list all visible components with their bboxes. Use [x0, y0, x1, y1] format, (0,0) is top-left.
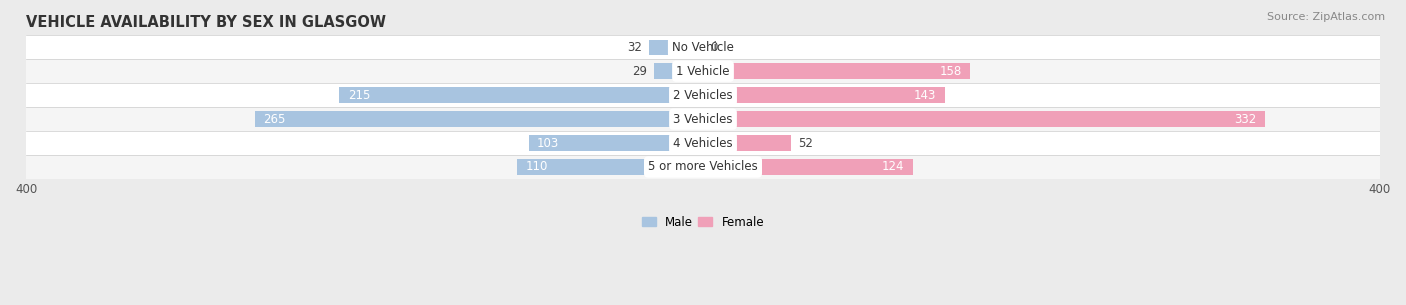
Bar: [27, 131, 1379, 155]
Bar: [254, 111, 703, 127]
Bar: [703, 135, 792, 151]
Bar: [648, 40, 703, 55]
Bar: [703, 111, 1265, 127]
Text: 3 Vehicles: 3 Vehicles: [673, 113, 733, 126]
Bar: [654, 63, 703, 79]
Text: 110: 110: [526, 160, 548, 174]
Text: 2 Vehicles: 2 Vehicles: [673, 89, 733, 102]
Bar: [27, 59, 1379, 83]
Text: 215: 215: [347, 89, 370, 102]
Text: 29: 29: [633, 65, 647, 78]
Bar: [339, 88, 703, 103]
Text: 32: 32: [627, 41, 643, 54]
Bar: [529, 135, 703, 151]
Bar: [27, 155, 1379, 179]
Text: 5 or more Vehicles: 5 or more Vehicles: [648, 160, 758, 174]
Bar: [703, 88, 945, 103]
Text: 158: 158: [939, 65, 962, 78]
Text: 103: 103: [537, 137, 560, 149]
Text: 1 Vehicle: 1 Vehicle: [676, 65, 730, 78]
Text: 143: 143: [914, 89, 936, 102]
Bar: [703, 159, 912, 175]
Text: 124: 124: [882, 160, 904, 174]
Text: 52: 52: [797, 137, 813, 149]
Bar: [27, 83, 1379, 107]
Legend: Male, Female: Male, Female: [637, 211, 769, 233]
Text: 0: 0: [710, 41, 717, 54]
Bar: [27, 35, 1379, 59]
Bar: [703, 63, 970, 79]
Text: Source: ZipAtlas.com: Source: ZipAtlas.com: [1267, 12, 1385, 22]
Text: 265: 265: [263, 113, 285, 126]
Bar: [517, 159, 703, 175]
Text: 4 Vehicles: 4 Vehicles: [673, 137, 733, 149]
Text: 332: 332: [1234, 113, 1257, 126]
Bar: [27, 107, 1379, 131]
Text: VEHICLE AVAILABILITY BY SEX IN GLASGOW: VEHICLE AVAILABILITY BY SEX IN GLASGOW: [27, 15, 387, 30]
Text: No Vehicle: No Vehicle: [672, 41, 734, 54]
